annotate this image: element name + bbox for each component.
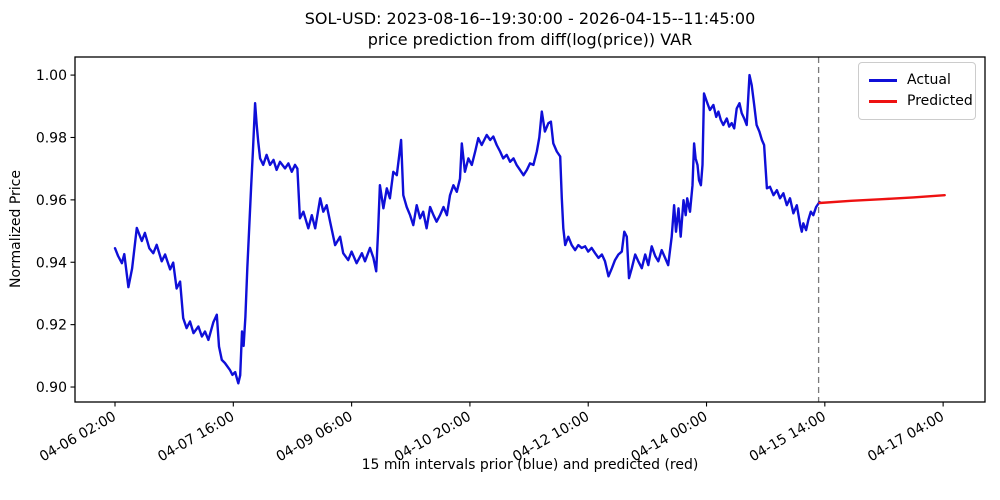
legend: Actual Predicted (858, 62, 976, 120)
legend-label-actual: Actual (907, 72, 951, 88)
y-axis-label: Normalized Price (8, 170, 24, 288)
y-tick-label: 1.00 (36, 68, 67, 84)
y-tick-label: 0.90 (36, 380, 67, 396)
y-tick-label: 0.92 (36, 318, 67, 334)
actual-series-line (113, 73, 821, 385)
legend-item-actual: Actual (869, 70, 965, 91)
chart-subtitle: price prediction from diff(log(price)) V… (367, 30, 693, 49)
y-tick-label: 0.98 (36, 130, 67, 146)
y-tick-label: 0.94 (36, 255, 67, 271)
chart-title: SOL-USD: 2023-08-16--19:30:00 - 2026-04-… (304, 9, 756, 28)
legend-label-predicted: Predicted (907, 93, 973, 109)
plot-border (74, 56, 986, 403)
y-tick-label: 0.96 (36, 193, 67, 209)
predicted-line-swatch (869, 100, 897, 103)
legend-item-predicted: Predicted (869, 91, 973, 112)
predicted-series-line (818, 193, 946, 205)
x-axis-label: 15 min intervals prior (blue) and predic… (361, 457, 699, 473)
actual-line-swatch (869, 79, 897, 82)
